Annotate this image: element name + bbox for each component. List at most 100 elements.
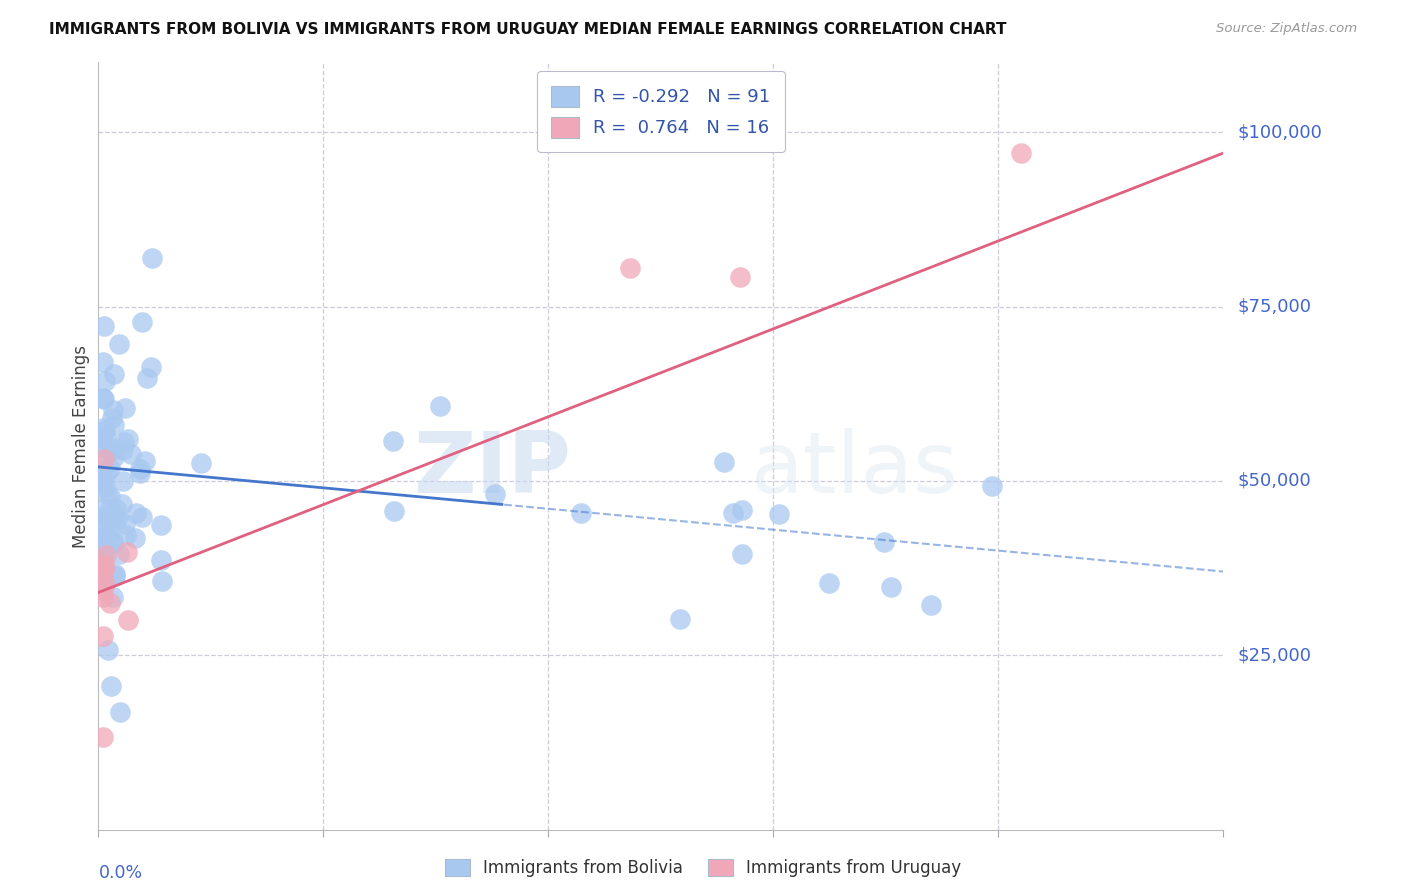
Point — [723, 506, 745, 520]
Point — [728, 269, 751, 284]
Point — [619, 260, 641, 275]
Point — [91, 355, 114, 369]
Point — [134, 454, 156, 468]
Point — [1010, 146, 1032, 161]
Point — [101, 536, 124, 550]
Point — [91, 591, 114, 605]
Point — [98, 461, 121, 475]
Point — [104, 442, 127, 456]
Point — [115, 528, 138, 542]
Point — [141, 251, 163, 265]
Point — [125, 506, 148, 520]
Point — [93, 560, 115, 574]
Point — [107, 547, 129, 561]
Point — [880, 580, 903, 594]
Point — [91, 475, 114, 489]
Point — [91, 441, 114, 455]
Point — [91, 472, 114, 486]
Point — [91, 460, 114, 475]
Point — [96, 527, 118, 541]
Point — [150, 574, 173, 589]
Point — [91, 510, 114, 524]
Point — [569, 507, 592, 521]
Point — [108, 705, 131, 719]
Point — [981, 479, 1004, 493]
Point — [131, 510, 153, 524]
Point — [150, 518, 173, 533]
Point — [94, 374, 117, 388]
Point — [91, 522, 114, 536]
Point — [104, 567, 127, 582]
Point — [91, 573, 114, 587]
Point — [382, 504, 405, 518]
Point — [96, 466, 118, 480]
Point — [120, 447, 142, 461]
Point — [103, 367, 125, 381]
Legend: R = -0.292   N = 91, R =  0.764   N = 16: R = -0.292 N = 91, R = 0.764 N = 16 — [537, 71, 785, 152]
Text: $50,000: $50,000 — [1237, 472, 1310, 490]
Text: $100,000: $100,000 — [1237, 123, 1322, 141]
Point — [669, 613, 692, 627]
Point — [91, 556, 114, 570]
Point — [103, 450, 125, 464]
Point — [110, 497, 132, 511]
Point — [104, 569, 127, 583]
Point — [98, 596, 121, 610]
Point — [731, 547, 754, 561]
Text: atlas: atlas — [751, 427, 959, 510]
Point — [117, 432, 139, 446]
Point — [101, 534, 124, 549]
Point — [91, 566, 114, 580]
Text: IMMIGRANTS FROM BOLIVIA VS IMMIGRANTS FROM URUGUAY MEDIAN FEMALE EARNINGS CORREL: IMMIGRANTS FROM BOLIVIA VS IMMIGRANTS FR… — [49, 22, 1007, 37]
Point — [139, 359, 162, 374]
Text: $25,000: $25,000 — [1237, 646, 1312, 665]
Point — [873, 535, 896, 549]
Text: 0.0%: 0.0% — [98, 864, 142, 882]
Point — [91, 583, 114, 598]
Point — [97, 526, 120, 541]
Point — [114, 516, 136, 531]
Point — [93, 452, 115, 467]
Point — [128, 466, 150, 480]
Point — [115, 545, 138, 559]
Point — [103, 510, 125, 524]
Point — [93, 501, 115, 516]
Point — [108, 336, 131, 351]
Point — [920, 598, 942, 612]
Text: Source: ZipAtlas.com: Source: ZipAtlas.com — [1216, 22, 1357, 36]
Point — [100, 442, 122, 457]
Legend: Immigrants from Bolivia, Immigrants from Uruguay: Immigrants from Bolivia, Immigrants from… — [439, 852, 967, 884]
Point — [93, 480, 115, 494]
Point — [731, 503, 754, 517]
Point — [94, 538, 117, 552]
Point — [105, 511, 128, 525]
Point — [100, 489, 122, 503]
Point — [768, 508, 790, 522]
Point — [91, 730, 114, 744]
Point — [190, 456, 212, 470]
Y-axis label: Median Female Earnings: Median Female Earnings — [72, 344, 90, 548]
Text: ZIP: ZIP — [413, 427, 571, 510]
Point — [150, 553, 173, 567]
Point — [101, 410, 124, 425]
Point — [131, 315, 153, 329]
Point — [97, 512, 120, 526]
Point — [91, 392, 114, 406]
Point — [101, 403, 124, 417]
Point — [91, 629, 114, 643]
Point — [91, 420, 114, 434]
Point — [817, 576, 839, 591]
Point — [91, 439, 114, 453]
Point — [91, 557, 114, 571]
Point — [100, 679, 122, 693]
Point — [96, 538, 118, 552]
Point — [91, 541, 114, 555]
Point — [114, 401, 136, 415]
Point — [93, 319, 115, 334]
Point — [103, 417, 125, 432]
Point — [98, 502, 121, 516]
Point — [112, 442, 135, 457]
Point — [101, 590, 124, 604]
Point — [91, 430, 114, 444]
Point — [97, 642, 120, 657]
